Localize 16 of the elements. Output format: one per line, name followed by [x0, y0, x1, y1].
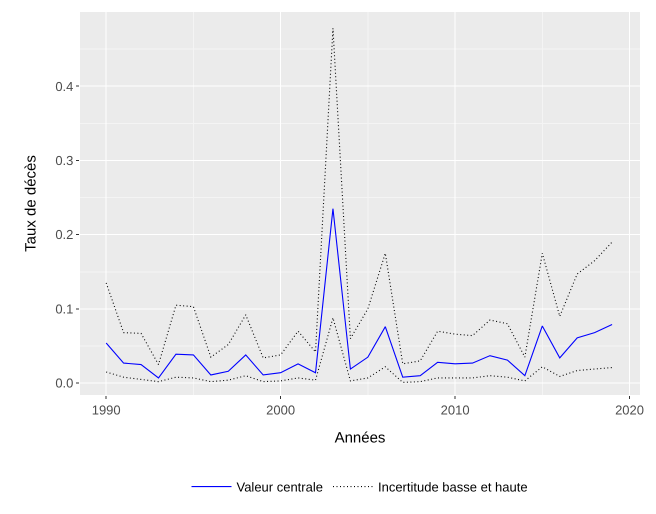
y-tick-label: 0.3: [55, 153, 74, 168]
y-tick-label: 0.0: [55, 376, 74, 391]
x-tick-label: 2020: [615, 402, 644, 418]
x-tick-label: 2010: [440, 402, 470, 418]
y-tick-label: 0.1: [55, 301, 74, 316]
x-axis-title: Années: [334, 430, 386, 447]
legend-label: Incertitude basse et haute: [378, 480, 528, 495]
y-axis-title: Taux de décès: [22, 155, 40, 252]
line-series: [106, 317, 613, 383]
x-tick-label: 2000: [266, 402, 296, 418]
legend-label: Valeur centrale: [236, 480, 323, 495]
y-tick-label: 0.4: [55, 78, 74, 94]
line-series: [106, 28, 613, 366]
x-tick-label: 1990: [92, 402, 121, 418]
line-series: [106, 208, 613, 378]
y-tick-label: 0.2: [55, 227, 74, 242]
